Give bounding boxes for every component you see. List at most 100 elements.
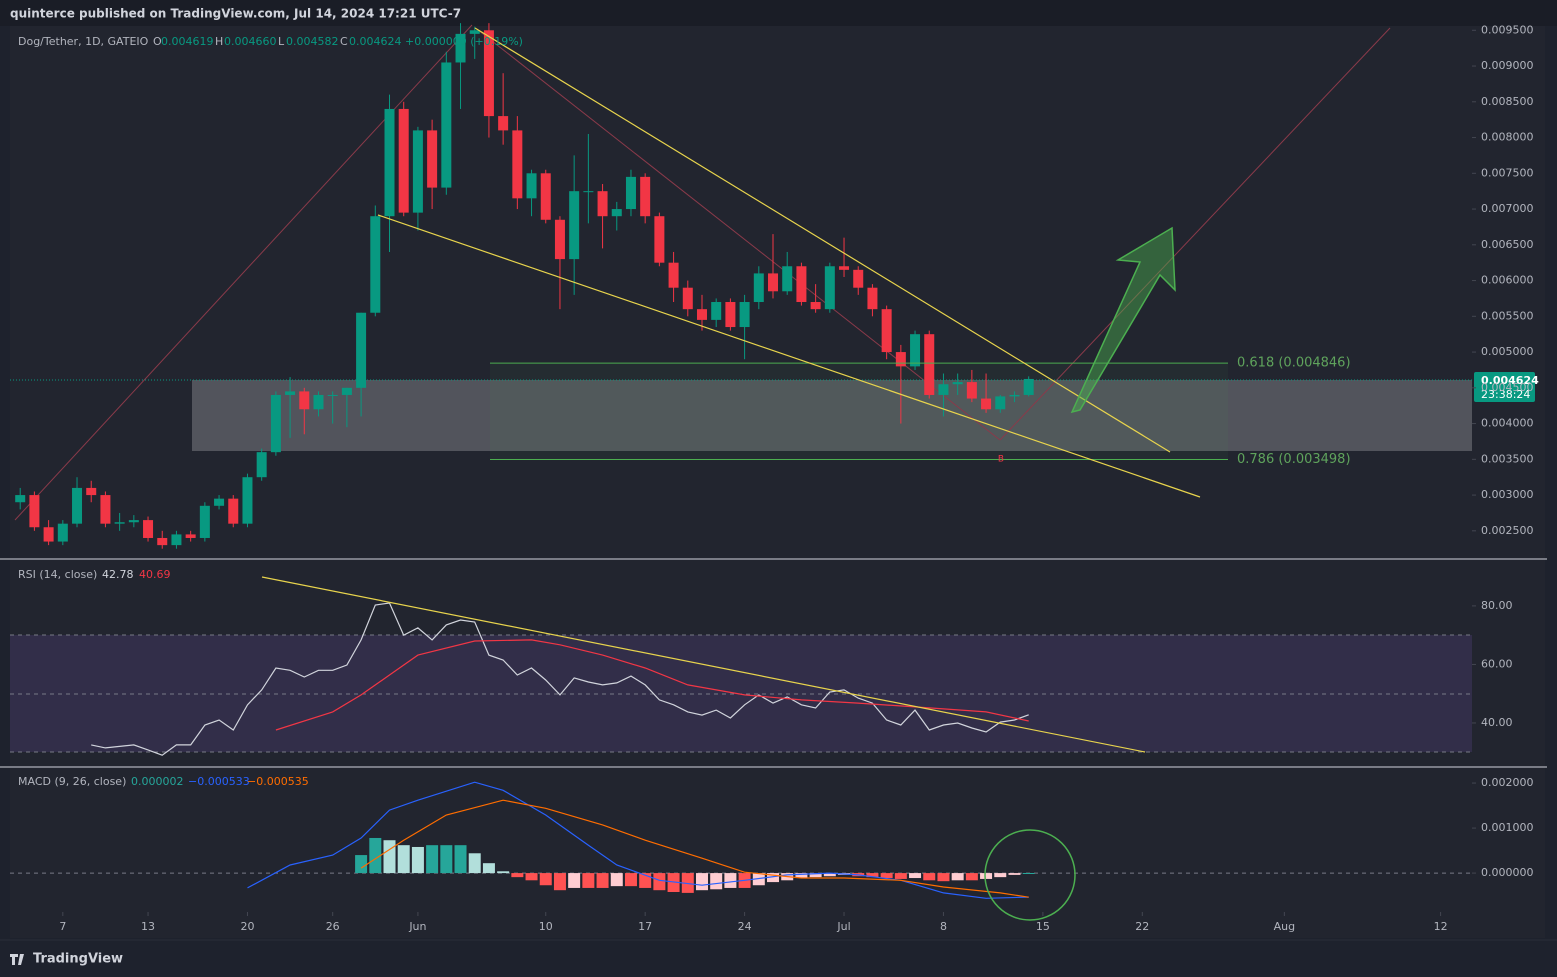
- ohlc-value: 0.004624: [349, 35, 402, 48]
- indicator-line: [275, 639, 1029, 731]
- x-tick-label: 22: [1135, 920, 1149, 933]
- histogram-bar: [539, 873, 552, 886]
- histogram-bar: [667, 873, 680, 892]
- histogram-bar: [610, 873, 623, 887]
- y-tick-label: 80.00: [1481, 599, 1513, 612]
- brand-name: TradingView: [33, 952, 123, 967]
- histogram-bar: [695, 873, 708, 891]
- candle-body: [341, 387, 352, 395]
- y-tick-label: 0.005000: [1481, 345, 1534, 358]
- x-tick-label: 20: [240, 920, 254, 933]
- top-bar: [0, 0, 1557, 26]
- candle-body: [143, 520, 154, 538]
- histogram-bar: [994, 873, 1007, 878]
- candle-body: [171, 534, 182, 546]
- y-tick-label: 40.00: [1481, 716, 1513, 729]
- macd-value: −0.000533: [188, 775, 250, 788]
- histogram-bar: [582, 873, 595, 888]
- ohlc-key: O: [153, 35, 162, 48]
- histogram-bar: [909, 873, 922, 879]
- candle-body: [824, 266, 835, 310]
- candle-body: [86, 487, 97, 496]
- candle-body: [157, 537, 168, 546]
- x-tick-label: 10: [539, 920, 553, 933]
- y-tick-label: 0.009500: [1481, 23, 1534, 36]
- candle-body: [455, 33, 466, 63]
- candle-body: [412, 130, 423, 213]
- publisher-header: quinterce published on TradingView.com, …: [10, 7, 461, 21]
- candle-body: [526, 173, 537, 199]
- histogram-bar: [937, 873, 950, 882]
- macd-title: MACD (9, 26, close): [18, 775, 126, 788]
- candle-body: [57, 523, 68, 542]
- candle-body: [995, 396, 1006, 410]
- histogram-bar: [767, 873, 780, 883]
- ohlc-value: 0.004619: [161, 35, 214, 48]
- candle-body: [384, 108, 395, 217]
- x-tick-label: 12: [1434, 920, 1448, 933]
- candle-body: [725, 302, 736, 328]
- histogram-bar: [440, 845, 453, 874]
- chart-area: [10, 26, 1545, 938]
- x-tick-label: 7: [59, 920, 66, 933]
- y-tick-label: 0.000000: [1481, 866, 1534, 879]
- x-tick-label: Aug: [1274, 920, 1295, 933]
- candle-body: [881, 309, 892, 353]
- indicator-line: [247, 781, 1029, 899]
- histogram-bar: [795, 873, 808, 879]
- y-tick-label: 0.007500: [1481, 166, 1534, 179]
- x-tick-label: 15: [1036, 920, 1050, 933]
- candle-body: [696, 309, 707, 320]
- histogram-bar: [980, 873, 993, 879]
- histogram-bar: [355, 855, 368, 874]
- histogram-bar: [369, 837, 382, 874]
- highlight-circle: [984, 829, 1076, 921]
- ohlc-value: 0.004582: [286, 35, 339, 48]
- candle-body: [711, 302, 722, 320]
- candle-body: [398, 108, 409, 213]
- y-tick-label: 0.008000: [1481, 131, 1534, 144]
- histogram-bar: [653, 873, 666, 891]
- histogram-bar: [511, 873, 524, 878]
- x-tick-label: Jun: [408, 920, 426, 933]
- histogram-bar: [468, 853, 481, 874]
- histogram-bar: [823, 873, 836, 877]
- candle-body: [370, 216, 381, 313]
- candle-body: [540, 173, 551, 220]
- candle-body: [313, 394, 324, 410]
- x-tick-label: Jul: [836, 920, 850, 933]
- pattern-marker: B: [998, 455, 1004, 465]
- candle-body: [512, 130, 523, 199]
- candle-body: [554, 219, 565, 260]
- candle-body: [952, 382, 963, 385]
- histogram-bar: [426, 845, 439, 874]
- y-tick-label: 0.003500: [1481, 452, 1534, 465]
- trend-line: [14, 24, 473, 521]
- candle-body: [441, 62, 452, 188]
- y-tick-label: 0.008500: [1481, 95, 1534, 108]
- y-tick-label: 0.007000: [1481, 202, 1534, 215]
- y-tick-label: 0.009000: [1481, 59, 1534, 72]
- y-tick-label: 0.001000: [1481, 821, 1534, 834]
- trend-line: [999, 27, 1391, 441]
- candle-body: [299, 391, 310, 410]
- candle-body: [327, 394, 338, 396]
- candle-body: [654, 216, 665, 263]
- candle-body: [114, 522, 125, 524]
- candle-body: [214, 498, 225, 506]
- indicator-line: [360, 799, 1029, 898]
- histogram-bar: [880, 873, 893, 879]
- x-tick-label: 26: [326, 920, 340, 933]
- candle-body: [242, 477, 253, 524]
- candle-body: [796, 266, 807, 303]
- candle-body: [640, 176, 651, 217]
- y-tick-label: 0.005500: [1481, 309, 1534, 322]
- candle-body: [356, 312, 367, 388]
- histogram-bar: [383, 840, 396, 874]
- histogram-bar: [482, 863, 495, 874]
- candle-body: [895, 352, 906, 367]
- histogram-bar: [1022, 872, 1035, 874]
- candle-body: [15, 495, 26, 503]
- rsi-value: 42.78: [102, 568, 134, 581]
